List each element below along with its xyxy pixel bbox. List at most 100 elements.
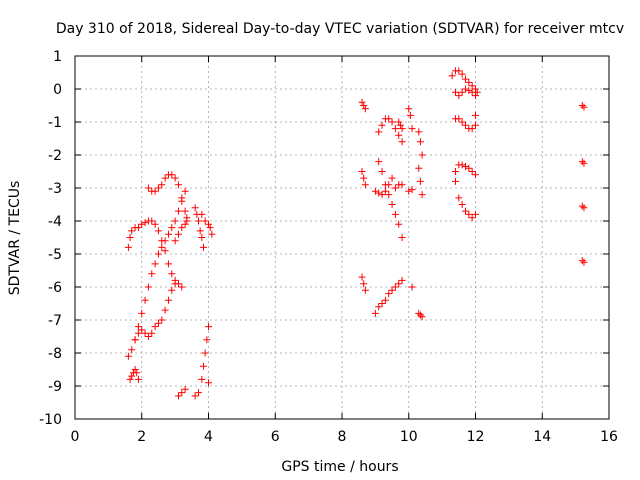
- data-point: [158, 243, 166, 251]
- y-tick-label: -1: [48, 115, 62, 131]
- data-point: [174, 280, 182, 288]
- data-point: [133, 369, 141, 377]
- data-point: [385, 290, 393, 298]
- data-point: [131, 366, 139, 373]
- data-point: [171, 237, 179, 245]
- data-point: [468, 214, 476, 222]
- data-point: [154, 227, 162, 235]
- x-axis-ticks: 0 2 4 6 8 10 12 14 16: [71, 56, 618, 445]
- data-point: [174, 392, 182, 400]
- data-point: [458, 70, 466, 78]
- data-point: [358, 168, 366, 175]
- data-point: [408, 186, 416, 194]
- data-point: [465, 164, 473, 172]
- data-point: [391, 210, 399, 218]
- data-point: [168, 224, 176, 232]
- data-point: [206, 224, 214, 232]
- data-point: [416, 138, 424, 146]
- data-point: [171, 276, 179, 284]
- data-point: [388, 174, 396, 182]
- data-point: [181, 385, 189, 393]
- data-point: [580, 159, 588, 167]
- y-axis-label: SDTVAR / TECUs: [7, 181, 23, 296]
- data-point: [458, 118, 466, 126]
- data-point: [418, 313, 426, 321]
- data-point: [141, 329, 149, 337]
- y-tick-label: -5: [48, 247, 62, 263]
- data-point: [381, 181, 389, 189]
- y-tick-label: 0: [53, 82, 62, 98]
- data-point: [398, 181, 406, 189]
- data-point: [385, 191, 393, 199]
- data-point: [178, 224, 186, 232]
- data-point: [371, 309, 379, 317]
- data-point: [151, 187, 159, 195]
- data-point: [451, 177, 459, 185]
- data-point: [472, 111, 479, 119]
- data-point: [151, 260, 159, 268]
- data-point: [138, 309, 146, 317]
- data-point: [158, 316, 166, 324]
- data-point: [375, 128, 383, 136]
- data-point: [381, 296, 389, 304]
- data-point: [144, 333, 152, 340]
- x-tick-label: 10: [400, 429, 418, 445]
- data-point: [171, 217, 179, 225]
- data-point: [194, 389, 202, 397]
- data-point: [398, 234, 406, 241]
- data-point: [148, 217, 156, 225]
- data-point: [578, 202, 586, 210]
- data-point: [124, 352, 132, 360]
- data-point: [154, 250, 162, 258]
- data-point: [406, 111, 414, 119]
- data-point: [391, 125, 399, 133]
- data-point: [391, 184, 399, 192]
- data-point: [126, 375, 134, 383]
- data-point: [154, 319, 162, 327]
- data-point: [360, 280, 368, 288]
- data-point: [408, 283, 416, 291]
- data-point: [388, 201, 396, 208]
- data-point: [138, 326, 146, 334]
- data-point: [580, 103, 588, 111]
- data-point: [164, 296, 172, 304]
- data-point: [134, 224, 142, 232]
- data-point: [144, 184, 152, 192]
- data-point: [396, 121, 404, 129]
- data-point: [468, 82, 476, 90]
- data-point: [158, 181, 166, 189]
- data-point: [144, 283, 152, 291]
- data-point: [461, 75, 469, 83]
- data-point: [361, 105, 369, 113]
- y-tick-label: -4: [48, 214, 62, 230]
- data-point: [472, 85, 479, 93]
- data-point: [378, 300, 386, 307]
- data-point: [124, 243, 132, 251]
- data-point: [398, 138, 406, 146]
- data-point: [181, 220, 189, 228]
- data-point: [134, 329, 142, 337]
- data-point: [358, 273, 366, 281]
- data-point: [138, 220, 146, 228]
- data-point: [205, 220, 212, 228]
- data-point: [358, 98, 366, 106]
- data-point: [395, 131, 403, 139]
- data-point: [405, 105, 413, 113]
- data-point: [361, 181, 369, 189]
- data-point: [578, 102, 586, 109]
- y-tick-label: -6: [48, 280, 62, 296]
- data-point: [164, 260, 172, 268]
- data-point: [416, 177, 424, 185]
- data-point: [141, 296, 149, 304]
- chart-title: Day 310 of 2018, Sidereal Day-to-day VTE…: [56, 21, 624, 37]
- data-point: [151, 323, 159, 331]
- data-point: [455, 115, 463, 123]
- x-tick-label: 14: [533, 429, 551, 445]
- data-point: [199, 362, 207, 370]
- data-point: [388, 286, 396, 294]
- x-tick-label: 0: [71, 429, 80, 445]
- data-point: [468, 168, 476, 175]
- data-point: [458, 88, 466, 96]
- data-point: [360, 102, 368, 109]
- data-point: [472, 210, 479, 218]
